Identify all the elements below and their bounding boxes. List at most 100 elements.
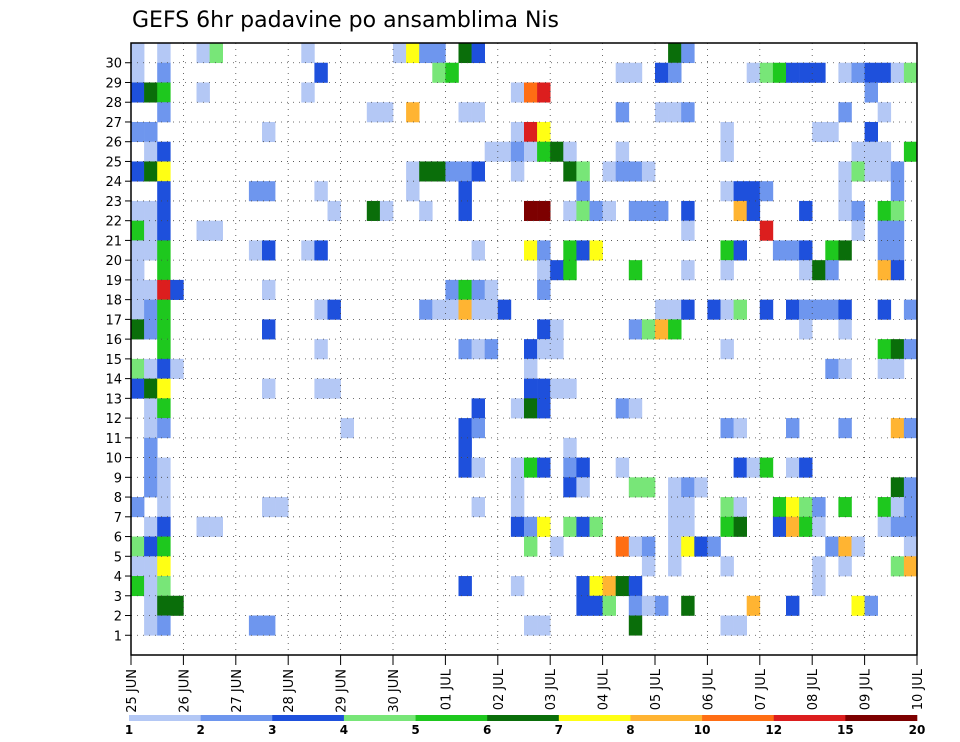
- colorbar-swatch: [702, 715, 775, 721]
- heatmap-cell: [262, 240, 276, 261]
- heatmap-cell: [615, 576, 630, 597]
- heatmap-cell: [537, 457, 551, 478]
- y-tick-label: 9: [114, 471, 122, 486]
- heatmap-cell: [524, 615, 538, 636]
- heatmap-cell: [799, 240, 813, 261]
- y-tick-label: 22: [105, 215, 122, 230]
- heatmap-cell: [772, 497, 787, 518]
- heatmap-cell: [825, 121, 839, 143]
- heatmap-cell: [157, 398, 171, 419]
- heatmap-cell: [131, 240, 145, 261]
- heatmap-cell: [550, 141, 564, 162]
- x-tick-label: 28 JUN: [282, 669, 297, 713]
- y-tick-label: 15: [105, 353, 122, 368]
- heatmap-cell: [589, 576, 603, 597]
- heatmap-cell: [366, 200, 381, 221]
- heatmap-cell: [524, 141, 538, 162]
- heatmap-cells: [131, 43, 918, 636]
- heatmap-cell: [825, 358, 839, 379]
- x-tick-label: 26 JUN: [177, 669, 192, 713]
- y-tick-label: 2: [114, 610, 122, 625]
- heatmap-cell: [550, 378, 564, 399]
- heatmap-cell: [327, 378, 341, 399]
- heatmap-cell: [759, 299, 774, 320]
- heatmap-cell: [655, 62, 669, 83]
- heatmap-cell: [131, 576, 145, 597]
- heatmap-cell: [196, 220, 210, 241]
- heatmap-cell: [903, 339, 918, 360]
- heatmap-cell: [209, 516, 223, 537]
- heatmap-cell: [550, 260, 564, 281]
- heatmap-cell: [877, 299, 892, 320]
- heatmap-cell: [157, 516, 171, 537]
- heatmap-cell: [445, 62, 459, 83]
- y-tick-label: 4: [114, 570, 122, 585]
- heatmap-cell: [131, 319, 145, 340]
- heatmap-cell: [537, 260, 551, 281]
- heatmap-cell: [681, 220, 695, 241]
- heatmap-cell: [131, 200, 145, 221]
- heatmap-cell: [131, 497, 145, 518]
- heatmap-cell: [890, 161, 905, 182]
- colorbar-swatch: [415, 715, 488, 721]
- chart-title: GEFS 6hr padavine po ansamblima Nis: [132, 8, 559, 33]
- heatmap-cell: [877, 358, 892, 379]
- y-tick-label: 5: [114, 550, 122, 565]
- x-tick-label: 05 JUL: [649, 668, 664, 710]
- heatmap-cell: [537, 398, 551, 419]
- heatmap-cell: [786, 240, 800, 261]
- heatmap-cell: [157, 595, 171, 616]
- colorbar-swatch: [558, 715, 631, 721]
- heatmap-cell: [406, 181, 420, 202]
- heatmap-cell: [838, 536, 852, 557]
- heatmap-cell: [890, 339, 905, 360]
- heatmap-cell: [746, 62, 761, 83]
- heatmap-cell: [825, 299, 839, 320]
- colorbar-label: 3: [268, 723, 276, 737]
- heatmap-cell: [890, 358, 905, 379]
- heatmap-cell: [550, 536, 564, 557]
- heatmap-cell: [144, 121, 158, 143]
- y-tick-label: 13: [105, 392, 122, 407]
- heatmap-cell: [838, 240, 852, 261]
- heatmap-cell: [406, 161, 420, 182]
- heatmap-cell: [864, 161, 878, 182]
- heatmap-cell: [144, 161, 158, 182]
- heatmap-cell: [131, 378, 145, 399]
- heatmap-cell: [131, 556, 145, 577]
- heatmap-cell: [589, 595, 603, 616]
- heatmap-cell: [314, 299, 328, 320]
- heatmap-cell: [144, 516, 158, 537]
- heatmap-cell: [301, 82, 315, 103]
- y-tick-label: 18: [105, 294, 122, 309]
- heatmap-cell: [563, 516, 577, 537]
- heatmap-cell: [799, 200, 813, 221]
- heatmap-cell: [890, 62, 905, 83]
- heatmap-cell: [772, 62, 787, 83]
- plot-frame: [130, 42, 918, 656]
- heatmap-cell: [589, 240, 603, 261]
- heatmap-cell: [615, 102, 630, 123]
- heatmap-cell: [131, 161, 145, 182]
- y-tick-label: 20: [105, 254, 122, 269]
- colorbar-label: 4: [340, 723, 348, 737]
- heatmap-cell: [602, 200, 616, 221]
- heatmap-cell: [131, 220, 145, 241]
- heatmap-cell: [838, 497, 852, 518]
- y-tick-label: 3: [114, 590, 122, 605]
- heatmap-cell: [379, 200, 394, 221]
- heatmap-cell: [458, 200, 472, 221]
- heatmap-cell: [196, 516, 210, 537]
- heatmap-cell: [864, 82, 878, 103]
- heatmap-cell: [746, 457, 761, 478]
- heatmap-cell: [248, 240, 263, 261]
- heatmap-cell: [681, 536, 695, 557]
- heatmap-cell: [144, 200, 158, 221]
- heatmap-cell: [838, 358, 852, 379]
- heatmap-cell: [733, 497, 747, 518]
- heatmap-cell: [510, 576, 525, 597]
- colorbar-label: 8: [626, 723, 634, 737]
- x-tick-label: 27 JUN: [230, 669, 245, 713]
- heatmap-cell: [864, 121, 878, 143]
- heatmap-cell: [157, 457, 171, 478]
